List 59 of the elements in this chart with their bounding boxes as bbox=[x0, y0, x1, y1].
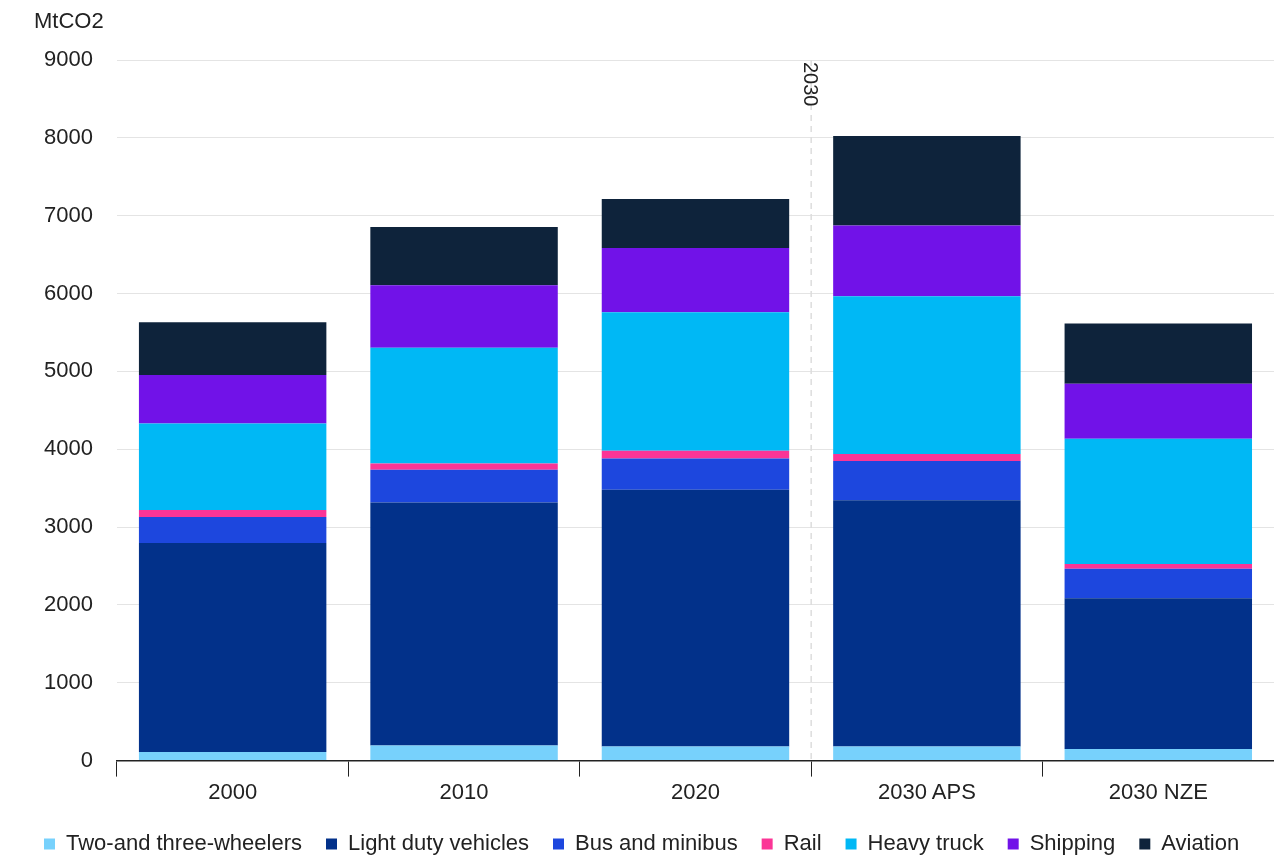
bar bbox=[601, 489, 790, 747]
bar bbox=[138, 423, 327, 510]
ref-line-label: 2030 bbox=[799, 62, 822, 107]
bar bbox=[370, 745, 558, 761]
bar bbox=[370, 502, 558, 746]
bar bbox=[601, 247, 790, 313]
legend-label: Rail bbox=[783, 830, 822, 856]
bar bbox=[1064, 564, 1253, 569]
legend-label: Bus and minibus bbox=[575, 830, 738, 856]
bar bbox=[138, 509, 327, 517]
bar bbox=[833, 460, 1021, 501]
y-tick-label: 0 bbox=[80, 746, 93, 772]
y-tick-label: 7000 bbox=[43, 201, 93, 227]
bar bbox=[833, 500, 1021, 747]
y-tick-label: 6000 bbox=[43, 279, 93, 305]
bar bbox=[370, 285, 558, 348]
x-tick-label: 2030 NZE bbox=[1108, 778, 1208, 804]
legend-label: Shipping bbox=[1029, 830, 1116, 856]
legend-label: Light duty vehicles bbox=[348, 830, 530, 856]
y-axis-title: MtCO2 bbox=[34, 8, 104, 34]
bar bbox=[833, 135, 1021, 226]
y-tick-label: 1000 bbox=[43, 668, 93, 694]
y-tick-label: 4000 bbox=[43, 435, 93, 461]
legend-label: Heavy truck bbox=[867, 830, 985, 856]
bar bbox=[601, 746, 790, 761]
bar bbox=[833, 296, 1021, 454]
y-tick-label: 3000 bbox=[43, 513, 93, 539]
bar bbox=[1064, 568, 1253, 599]
bar bbox=[601, 198, 790, 248]
y-tick-label: 8000 bbox=[43, 123, 93, 149]
bar bbox=[1064, 438, 1253, 565]
y-tick-label: 2000 bbox=[43, 590, 93, 616]
bar bbox=[833, 225, 1021, 297]
bar bbox=[138, 374, 327, 424]
y-tick-label: 5000 bbox=[43, 357, 93, 383]
bar bbox=[138, 516, 327, 544]
bar bbox=[138, 752, 327, 761]
bar bbox=[138, 322, 327, 375]
bar bbox=[370, 347, 558, 464]
bar bbox=[833, 746, 1021, 761]
bar bbox=[370, 226, 558, 286]
x-tick-label: 2010 bbox=[439, 778, 489, 804]
x-tick-label: 2030 APS bbox=[877, 778, 976, 804]
legend-label: Two-and three-wheelers bbox=[66, 830, 303, 856]
bar bbox=[1064, 748, 1253, 761]
x-tick-label: 2000 bbox=[208, 778, 258, 804]
bar bbox=[1064, 323, 1253, 384]
bar bbox=[370, 463, 558, 470]
bar bbox=[370, 469, 558, 503]
bar bbox=[601, 458, 790, 490]
bar bbox=[138, 543, 327, 753]
bar bbox=[1064, 598, 1253, 749]
y-tick-label: 9000 bbox=[43, 46, 93, 72]
bar bbox=[1064, 383, 1253, 439]
legend-label: Aviation bbox=[1161, 830, 1240, 856]
bar bbox=[833, 453, 1021, 461]
bar bbox=[601, 312, 790, 451]
x-tick-label: 2020 bbox=[670, 778, 720, 804]
bar bbox=[601, 450, 790, 459]
